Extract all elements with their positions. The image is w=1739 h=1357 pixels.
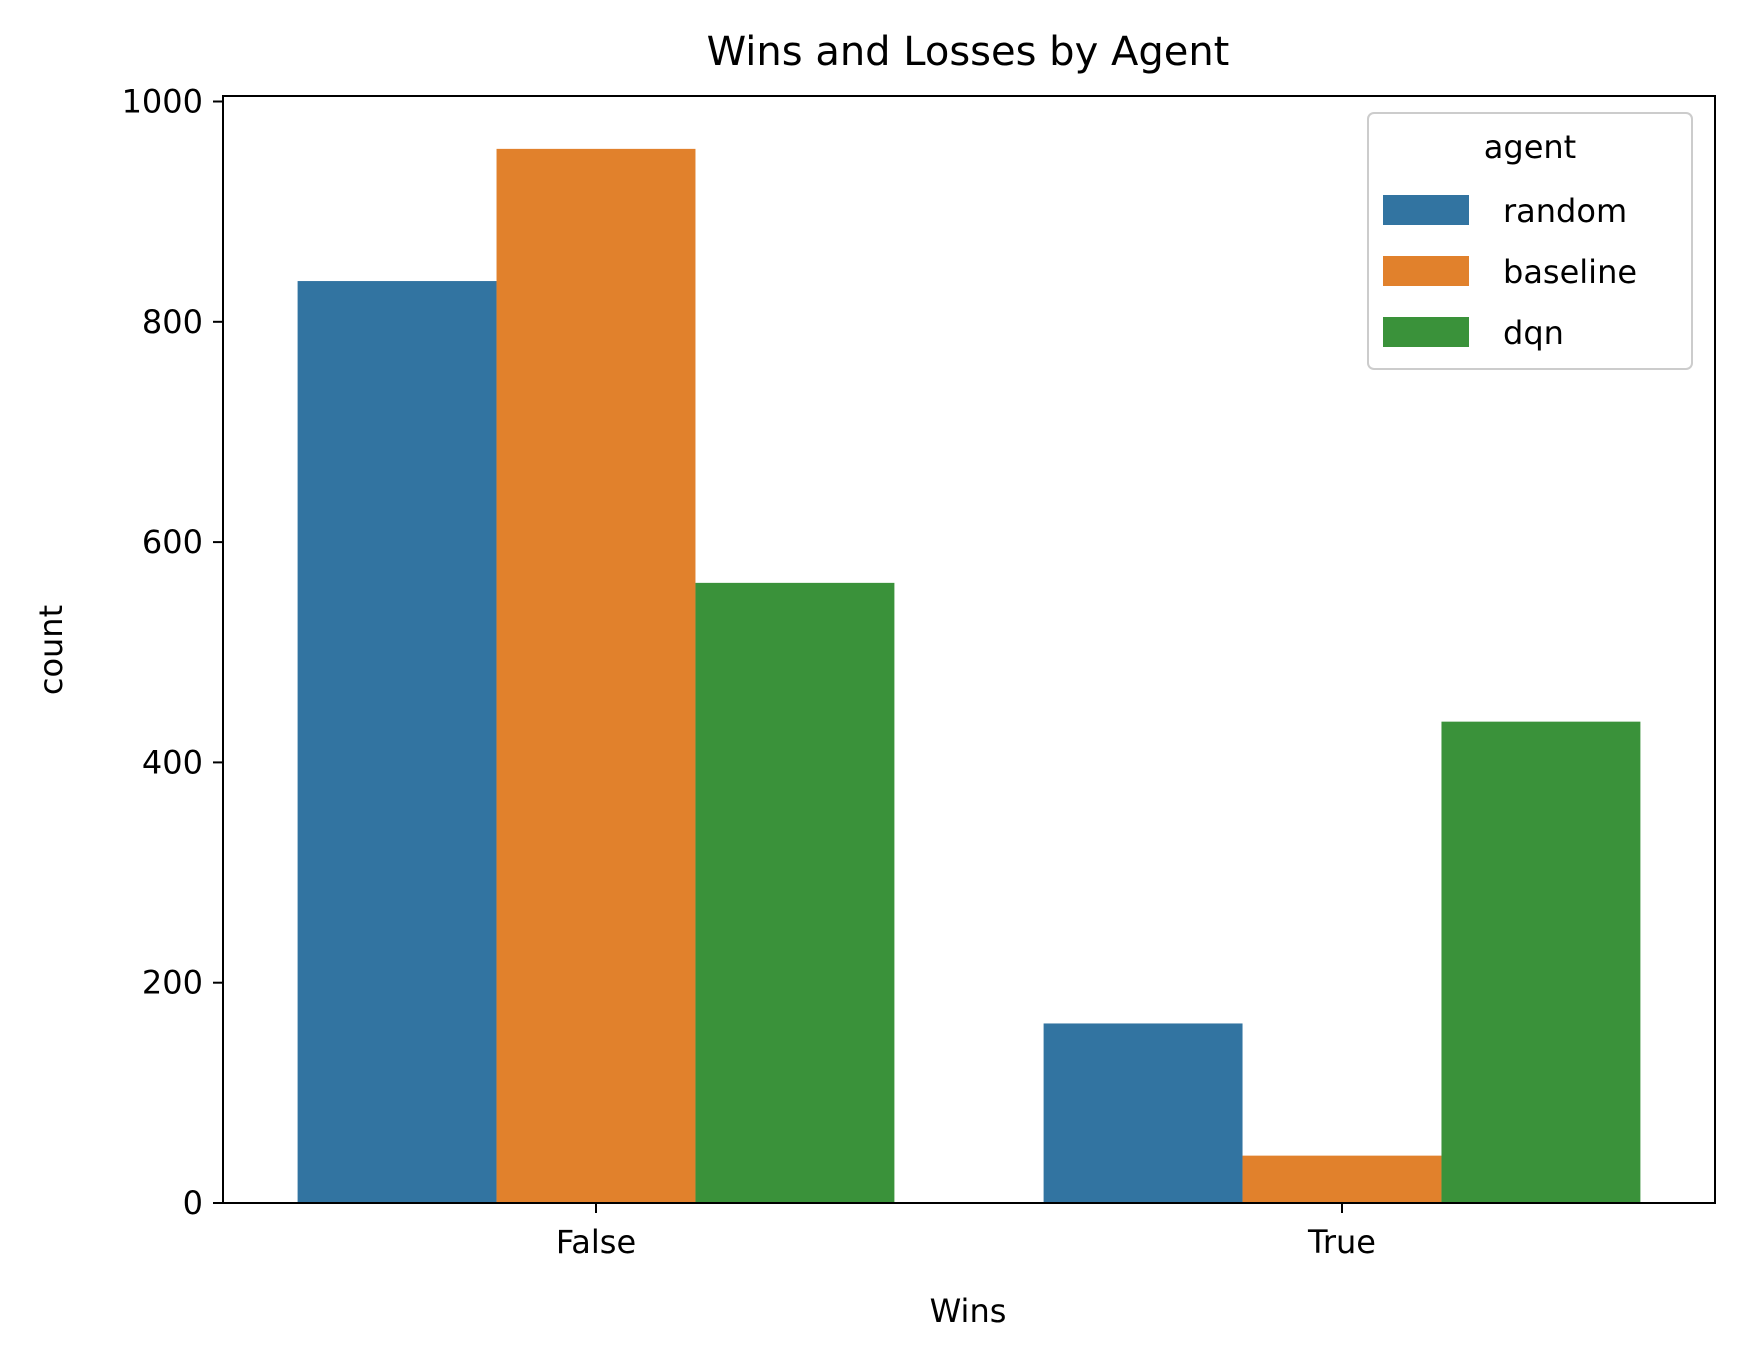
legend-items: random baseline dqn <box>1383 192 1637 352</box>
legend-swatch-baseline <box>1383 256 1469 286</box>
x-axis: False True <box>556 1203 1376 1261</box>
x-tick-label: True <box>1307 1223 1376 1261</box>
legend-label-baseline: baseline <box>1503 253 1637 291</box>
y-axis: 0 200 400 600 800 1000 <box>122 83 223 1222</box>
legend-label-random: random <box>1503 192 1627 230</box>
bars-layer <box>297 148 1641 1204</box>
legend-swatch-random <box>1383 195 1469 225</box>
x-tick-label: False <box>556 1223 636 1261</box>
bar-dqn-false <box>695 582 895 1203</box>
bar-random-false <box>297 281 497 1203</box>
legend-title: agent <box>1484 128 1576 166</box>
chart-title: Wins and Losses by Agent <box>707 29 1230 75</box>
legend-swatch-dqn <box>1383 317 1469 347</box>
x-axis-label: Wins <box>930 1292 1007 1330</box>
y-tick-label: 400 <box>142 743 203 781</box>
bar-baseline-true <box>1242 1155 1442 1203</box>
y-tick-label: 0 <box>183 1184 203 1222</box>
legend-box <box>1367 112 1693 370</box>
legend-label-dqn: dqn <box>1503 314 1564 352</box>
y-tick-label: 200 <box>142 964 203 1002</box>
plot-frame <box>222 95 1716 1204</box>
y-tick-label: 600 <box>142 523 203 561</box>
bar-baseline-false <box>496 148 696 1204</box>
y-axis-label: count <box>32 605 70 695</box>
legend: agent random baseline dqn <box>1367 112 1693 370</box>
y-tick-label: 1000 <box>122 83 203 121</box>
bar-dqn-true <box>1441 721 1641 1203</box>
y-tick-label: 800 <box>142 303 203 341</box>
bar-random-true <box>1043 1023 1243 1203</box>
